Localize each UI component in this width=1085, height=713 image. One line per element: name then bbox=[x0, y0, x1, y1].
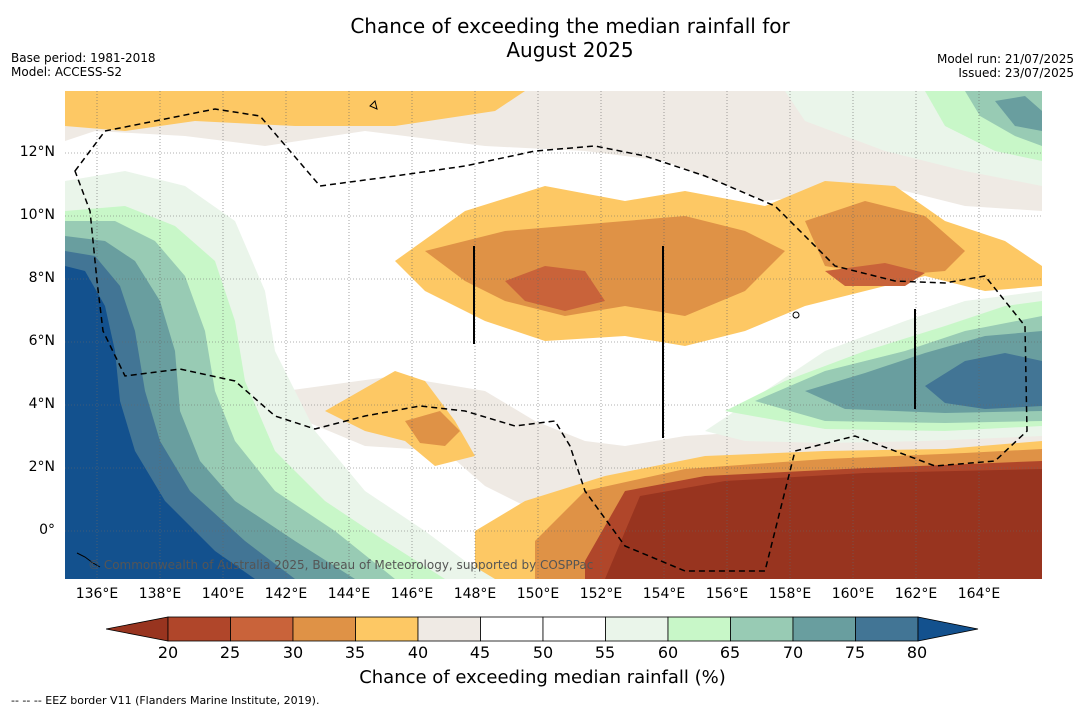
dry-region-south-deep bbox=[605, 469, 1042, 579]
y-tick-8N: 8°N bbox=[28, 270, 55, 286]
wet-region-east-core bbox=[925, 353, 1042, 409]
x-tick-138E: 138°E bbox=[138, 586, 182, 602]
title-line-2: August 2025 bbox=[506, 38, 634, 62]
colorbar-extend-high bbox=[917, 616, 979, 642]
x-tick-162E: 162°E bbox=[894, 586, 938, 602]
dry-region-east bbox=[805, 201, 965, 276]
colorbar-label-70: 70 bbox=[782, 643, 804, 662]
x-tick-144E: 144°E bbox=[327, 586, 371, 602]
colorbar bbox=[106, 616, 979, 642]
colorbar-cell bbox=[730, 616, 794, 642]
colorbar-cell bbox=[230, 616, 294, 642]
y-tick-4N: 4°N bbox=[28, 396, 55, 412]
model-run: Model run: 21/07/2025 bbox=[936, 52, 1074, 66]
dry-region-east-core bbox=[825, 263, 925, 286]
y-tick-12N: 12°N bbox=[19, 144, 55, 160]
y-tick-0: 0° bbox=[39, 522, 55, 538]
colorbar-cell bbox=[792, 616, 856, 642]
model-info: Base period: 1981-2018 Model: ACCESS-S2 bbox=[11, 51, 156, 79]
marker-bars bbox=[473, 246, 916, 438]
x-tick-154E: 154°E bbox=[642, 586, 686, 602]
x-tick-160E: 160°E bbox=[831, 586, 875, 602]
colorbar-label-45: 45 bbox=[469, 643, 491, 662]
colorbar-extend-low bbox=[106, 616, 169, 642]
run-info: Model run: 21/07/2025 Issued: 23/07/2025 bbox=[937, 52, 1074, 80]
title-line-1: Chance of exceeding the median rainfall … bbox=[350, 14, 790, 38]
colorbar-title: Chance of exceeding median rainfall (%) bbox=[359, 667, 726, 688]
colorbar-cell bbox=[855, 616, 919, 642]
dry-region-north-top bbox=[65, 91, 525, 131]
colorbar-cell bbox=[480, 616, 544, 642]
base-period: Base period: 1981-2018 bbox=[11, 51, 156, 65]
dry-region-mid-west-core bbox=[405, 411, 460, 446]
colorbar-cell bbox=[355, 616, 419, 642]
x-tick-150E: 150°E bbox=[516, 586, 560, 602]
x-tick-164E: 164°E bbox=[957, 586, 1001, 602]
map-graticule bbox=[65, 91, 1042, 579]
colorbar-cell bbox=[542, 616, 606, 642]
eez-border-west bbox=[74, 108, 1028, 572]
colorbar-cell bbox=[605, 616, 669, 642]
colorbar-label-55: 55 bbox=[594, 643, 616, 662]
x-tick-156E: 156°E bbox=[705, 586, 749, 602]
islands bbox=[76, 100, 800, 568]
dry-region-north-inner bbox=[505, 266, 605, 311]
copyright-notice: © Commonwealth of Australia 2025, Bureau… bbox=[88, 558, 594, 572]
colorbar-label-40: 40 bbox=[407, 643, 429, 662]
colorbar-cell bbox=[292, 616, 356, 642]
colorbar-label-25: 25 bbox=[219, 643, 241, 662]
map-title: Chance of exceeding the median rainfall … bbox=[0, 14, 1085, 62]
colorbar-label-35: 35 bbox=[344, 643, 366, 662]
colorbar-label-75: 75 bbox=[844, 643, 866, 662]
colorbar-label-50: 50 bbox=[532, 643, 554, 662]
x-tick-136E: 136°E bbox=[75, 586, 119, 602]
x-tick-148E: 148°E bbox=[453, 586, 497, 602]
eez-legend: -- -- -- EEZ border V11 (Flanders Marine… bbox=[11, 694, 320, 707]
wet-region-northeast-core bbox=[995, 96, 1042, 131]
x-tick-140E: 140°E bbox=[201, 586, 245, 602]
colorbar-cell bbox=[417, 616, 481, 642]
colorbar-label-30: 30 bbox=[282, 643, 304, 662]
colorbar-label-60: 60 bbox=[657, 643, 679, 662]
wet-region-west-core bbox=[65, 266, 255, 579]
colorbar-label-65: 65 bbox=[719, 643, 741, 662]
y-tick-6N: 6°N bbox=[28, 333, 55, 349]
issued-date: Issued: 23/07/2025 bbox=[958, 66, 1074, 80]
colorbar-label-80: 80 bbox=[906, 643, 928, 662]
x-tick-142E: 142°E bbox=[264, 586, 308, 602]
x-tick-146E: 146°E bbox=[390, 586, 434, 602]
rainfall-map bbox=[65, 91, 1042, 579]
colorbar-cell bbox=[667, 616, 731, 642]
y-tick-10N: 10°N bbox=[19, 207, 55, 223]
colorbar-cell bbox=[167, 616, 231, 642]
x-tick-152E: 152°E bbox=[579, 586, 623, 602]
model-name: Model: ACCESS-S2 bbox=[11, 65, 123, 79]
colorbar-label-20: 20 bbox=[157, 643, 179, 662]
x-tick-158E: 158°E bbox=[768, 586, 812, 602]
y-tick-2N: 2°N bbox=[28, 459, 55, 475]
